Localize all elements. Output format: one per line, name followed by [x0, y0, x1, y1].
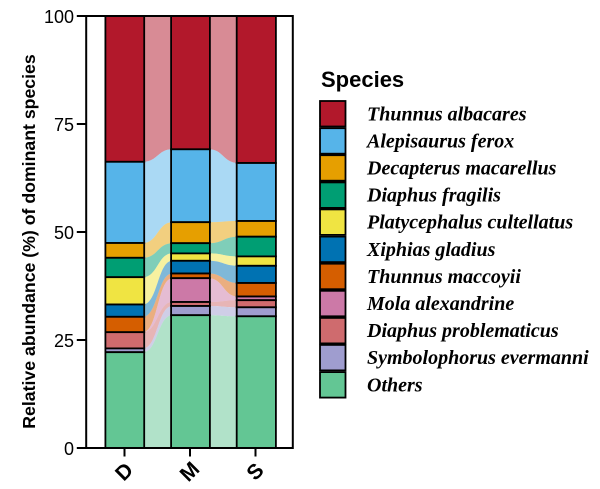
svg-text:100: 100 — [44, 7, 74, 27]
svg-text:Thunnus albacares: Thunnus albacares — [367, 103, 527, 125]
svg-text:Diaphus fragilis: Diaphus fragilis — [366, 185, 501, 207]
svg-text:Others: Others — [367, 374, 423, 396]
svg-text:Species: Species — [321, 67, 404, 92]
svg-text:Relative abundance (%) of domi: Relative abundance (%) of dominant speci… — [19, 54, 39, 429]
svg-text:Diaphus problematicus: Diaphus problematicus — [366, 320, 559, 342]
svg-text:0: 0 — [64, 439, 74, 459]
svg-text:Alepisaurus ferox: Alepisaurus ferox — [365, 130, 514, 152]
svg-text:75: 75 — [54, 115, 74, 135]
svg-text:50: 50 — [54, 223, 74, 243]
svg-text:Mola alexandrine: Mola alexandrine — [366, 293, 514, 315]
svg-text:Symbolophorus evermanni: Symbolophorus evermanni — [367, 347, 589, 369]
svg-text:Decapterus macarellus: Decapterus macarellus — [366, 158, 557, 180]
svg-text:Xiphias gladius: Xiphias gladius — [366, 239, 496, 261]
svg-text:Platycephalus cultellatus: Platycephalus cultellatus — [366, 212, 573, 234]
svg-text:Thunnus maccoyii: Thunnus maccoyii — [367, 266, 521, 288]
svg-text:25: 25 — [54, 331, 74, 351]
